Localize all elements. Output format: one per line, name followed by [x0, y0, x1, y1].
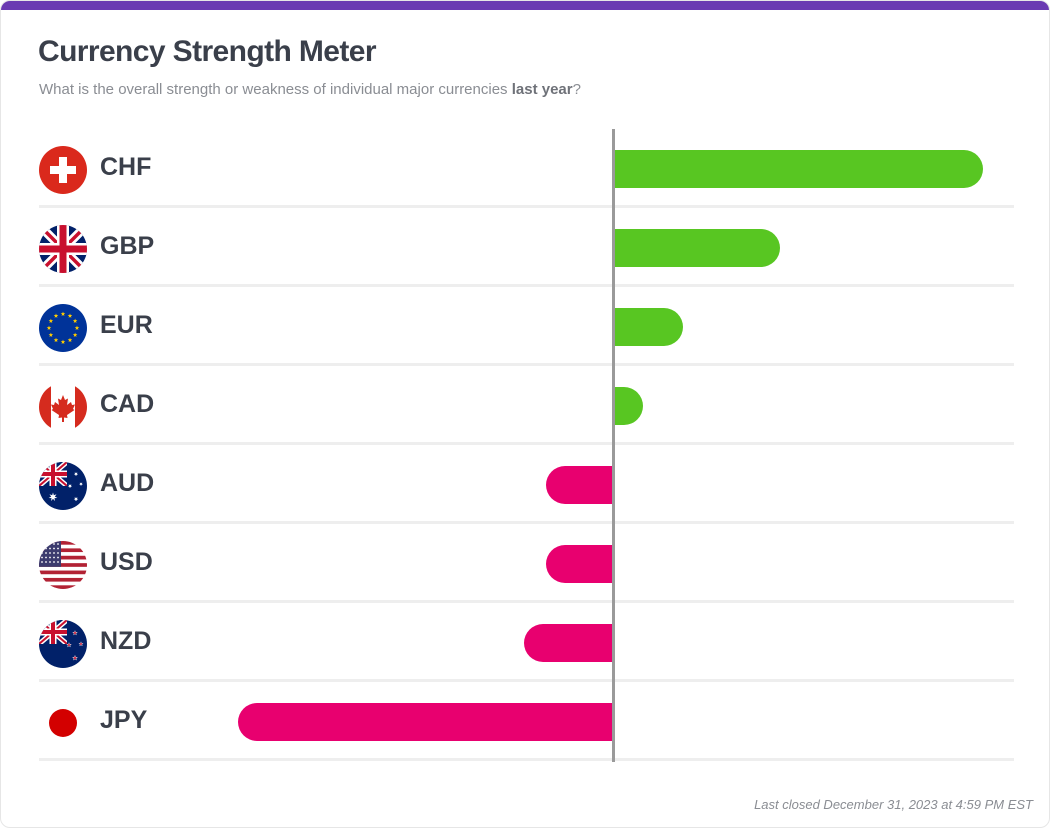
uk-flag-icon [39, 225, 87, 273]
currency-row: EUR [39, 287, 1014, 366]
strength-bar-cad [613, 387, 643, 425]
page-subtitle: What is the overall strength or weakness… [39, 81, 581, 98]
zero-axis-line [612, 129, 615, 762]
currency-code-label: USD [100, 548, 153, 576]
currency-row: CHF [39, 129, 1014, 208]
us-flag-icon [39, 541, 87, 589]
swiss-flag-icon [39, 146, 87, 194]
accent-top-bar [1, 1, 1049, 10]
new-zealand-flag-icon [39, 620, 87, 668]
japan-flag-icon [39, 699, 87, 747]
currency-row: NZD [39, 603, 1014, 682]
currency-code-label: EUR [100, 311, 153, 339]
subtitle-emphasis: last year [511, 81, 573, 98]
currency-code-label: AUD [100, 469, 155, 497]
currency-code-label: CHF [100, 153, 152, 181]
currency-row: CAD [39, 366, 1014, 445]
strength-bar-nzd [523, 624, 613, 662]
strength-bar-eur [613, 308, 684, 346]
eu-flag-icon [39, 304, 87, 352]
page-title: Currency Strength Meter [38, 35, 377, 68]
subtitle-text: What is the overall strength or weakness… [39, 81, 512, 98]
strength-bar-jpy [238, 703, 613, 741]
canada-flag-icon [39, 383, 87, 431]
last-closed-timestamp: Last closed December 31, 2023 at 4:59 PM… [754, 797, 1033, 812]
currency-row: USD [39, 524, 1014, 603]
currency-row: AUD [39, 445, 1014, 524]
strength-bar-gbp [613, 229, 780, 267]
strength-bar-chf [613, 150, 984, 188]
currency-row: GBP [39, 208, 1014, 287]
currency-code-label: CAD [100, 390, 155, 418]
australia-flag-icon [39, 462, 87, 510]
currency-row: JPY [39, 682, 1014, 761]
currency-code-label: NZD [100, 627, 152, 655]
subtitle-suffix: ? [572, 81, 581, 98]
strength-bar-usd [546, 545, 613, 583]
currency-code-label: GBP [100, 232, 155, 260]
strength-bar-aud [546, 466, 613, 504]
currency-code-label: JPY [100, 706, 148, 734]
